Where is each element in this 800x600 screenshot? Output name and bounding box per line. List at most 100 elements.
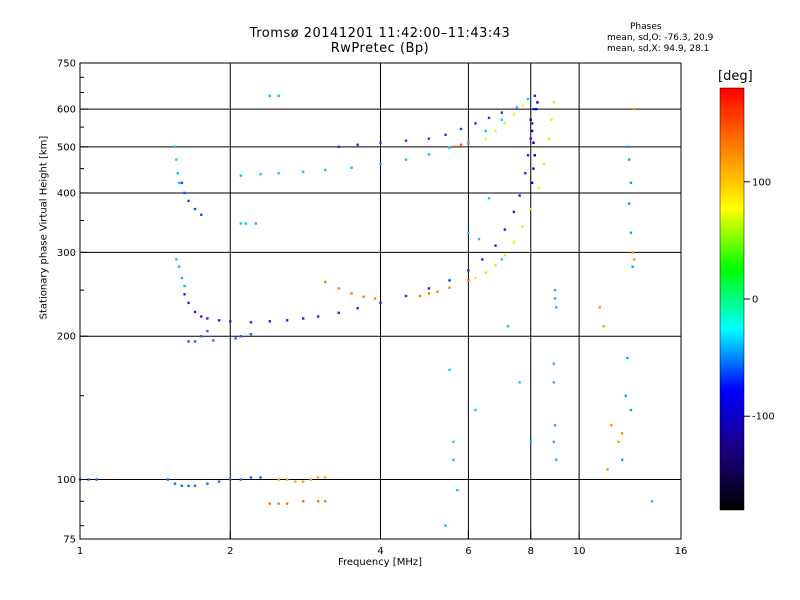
data-point	[532, 107, 535, 111]
data-point	[350, 292, 353, 295]
data-point	[249, 476, 253, 479]
data-point	[626, 356, 629, 360]
data-point	[617, 440, 620, 444]
data-point	[526, 154, 530, 157]
data-point	[379, 162, 382, 166]
data-point	[212, 339, 215, 342]
data-point	[239, 335, 243, 338]
data-point	[268, 320, 271, 323]
data-point	[301, 317, 305, 320]
data-point	[602, 324, 605, 328]
chart-subtitle: RwPretec (Bp)	[330, 41, 430, 56]
data-point	[249, 332, 253, 336]
data-point	[448, 146, 451, 149]
data-point	[526, 97, 530, 101]
data-point	[494, 244, 497, 247]
data-point	[484, 129, 487, 133]
x-tick-label: 16	[675, 546, 688, 557]
data-point	[552, 101, 556, 104]
data-point	[239, 478, 243, 481]
data-point	[259, 172, 262, 176]
data-point	[259, 476, 262, 479]
data-point	[474, 408, 477, 412]
data-point	[494, 129, 497, 133]
data-point	[444, 524, 447, 527]
data-point	[555, 458, 558, 462]
data-point	[301, 500, 305, 503]
data-point	[337, 311, 341, 315]
x-tick-label: 2	[227, 546, 233, 557]
data-point	[529, 118, 532, 121]
data-point	[373, 297, 377, 300]
data-point	[467, 279, 470, 282]
data-point	[553, 297, 557, 300]
data-point	[477, 237, 481, 241]
y-tick-label: 75	[63, 535, 76, 546]
data-point	[448, 279, 451, 282]
phase-x-stats: mean, sd,X: 94.9, 28.1	[607, 44, 710, 54]
data-point	[448, 368, 451, 372]
data-point	[448, 286, 451, 289]
data-point	[309, 478, 312, 481]
data-point	[285, 502, 289, 505]
data-point	[606, 468, 609, 471]
data-point	[459, 127, 463, 131]
data-point	[631, 251, 634, 254]
data-point	[629, 231, 633, 234]
data-point	[362, 295, 365, 299]
data-point	[529, 137, 532, 140]
data-point	[629, 181, 633, 185]
data-point	[452, 145, 455, 149]
data-point	[206, 317, 209, 320]
data-point	[530, 129, 534, 133]
data-point	[452, 458, 455, 462]
data-point	[193, 310, 197, 314]
data-point	[529, 440, 532, 444]
data-point	[193, 340, 197, 343]
data-point	[444, 133, 447, 136]
data-point	[268, 502, 271, 505]
data-point	[621, 432, 624, 435]
colorbar-tick-label: 0	[752, 295, 758, 306]
data-point	[555, 306, 558, 309]
data-point	[506, 324, 510, 328]
data-point	[500, 258, 504, 261]
data-point	[356, 143, 359, 146]
data-point	[537, 186, 540, 190]
data-point	[404, 158, 408, 161]
data-point	[183, 284, 186, 288]
data-point	[474, 276, 477, 280]
y-tick-label: 750	[57, 59, 76, 70]
data-point	[552, 362, 556, 366]
colorbar-gradient	[719, 87, 745, 511]
data-point	[484, 137, 487, 140]
data-point	[521, 225, 524, 228]
data-point	[183, 293, 186, 296]
data-point	[404, 139, 408, 142]
data-point	[337, 287, 341, 290]
data-point	[503, 228, 507, 231]
data-point	[206, 482, 209, 485]
y-tick-label: 300	[57, 248, 76, 259]
data-point	[512, 210, 516, 214]
x-tick-label: 10	[573, 546, 586, 557]
data-point	[547, 137, 551, 140]
data-point	[316, 315, 320, 318]
data-point	[467, 231, 470, 234]
data-point	[337, 145, 341, 149]
data-point	[301, 480, 305, 483]
data-point	[500, 111, 504, 114]
data-point	[427, 292, 431, 295]
data-point	[532, 141, 535, 144]
data-point	[175, 258, 178, 261]
data-point	[206, 329, 209, 333]
data-point	[532, 167, 535, 170]
data-point	[193, 207, 197, 211]
data-point	[418, 294, 422, 298]
data-point	[166, 478, 170, 481]
data-point	[621, 458, 624, 462]
data-point	[176, 172, 179, 175]
x-axis-label: Frequency [MHz]	[337, 557, 423, 568]
data-point	[500, 118, 504, 121]
